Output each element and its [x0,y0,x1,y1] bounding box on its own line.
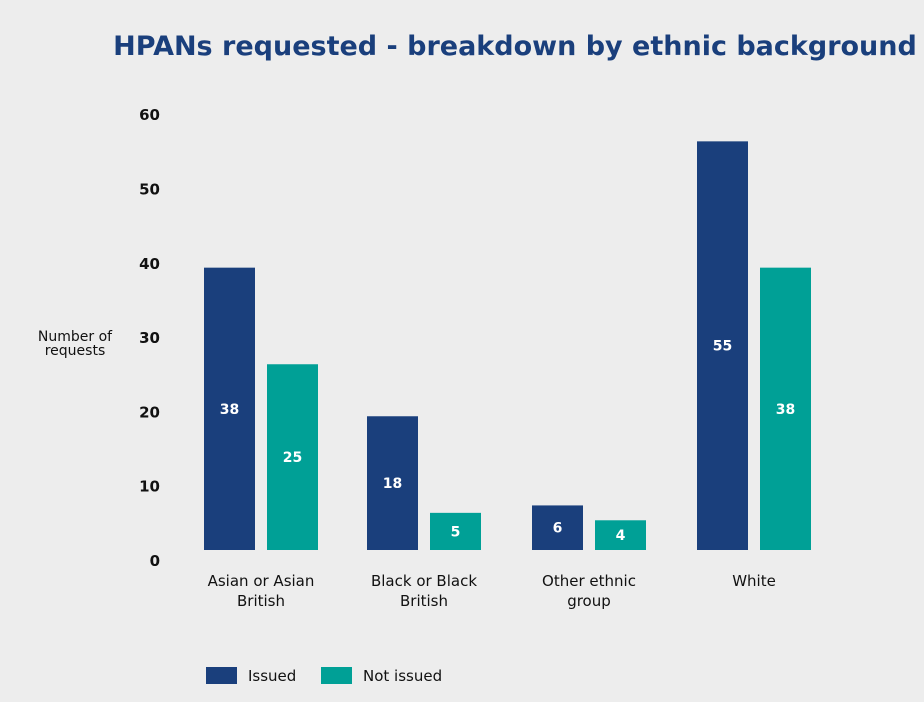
y-tick-label: 10 [139,478,160,496]
bar-not-issued [430,512,481,550]
x-tick-label: Other ethnic [542,572,636,590]
legend-label: Not issued [363,667,442,685]
data-label: 55 [713,339,732,355]
data-label: 38 [220,402,239,418]
data-label: 6 [553,521,563,537]
bar-not-issued [760,267,811,550]
y-tick-label: 0 [150,552,160,570]
y-tick-label: 50 [139,181,160,199]
bar-not-issued [595,520,646,550]
x-tick-label: British [400,592,448,610]
y-axis-label: requests [45,343,106,359]
x-tick-label: group [567,592,611,610]
data-label: 25 [283,450,302,466]
legend-swatch [321,667,352,684]
y-tick-label: 60 [139,106,160,124]
x-tick-label: British [237,592,285,610]
bar-issued [367,416,418,550]
bar-issued [697,141,748,550]
chart-title: HPANs requested - breakdown by ethnic ba… [113,31,917,62]
bar-issued [532,505,583,550]
x-tick-label: Asian or Asian [208,572,315,590]
bar-issued [204,267,255,550]
y-tick-label: 20 [139,403,160,421]
legend-label: Issued [248,667,296,685]
bar-not-issued [267,364,318,550]
data-label: 18 [383,476,402,492]
y-tick-label: 40 [139,255,160,273]
x-tick-label: Black or Black [371,572,477,590]
data-label: 38 [776,402,795,418]
data-label: 5 [451,524,461,540]
y-tick-label: 30 [139,329,160,347]
legend-swatch [206,667,237,684]
y-axis-label: Number of [38,329,113,345]
x-tick-label: White [732,572,776,590]
data-label: 4 [616,528,626,544]
